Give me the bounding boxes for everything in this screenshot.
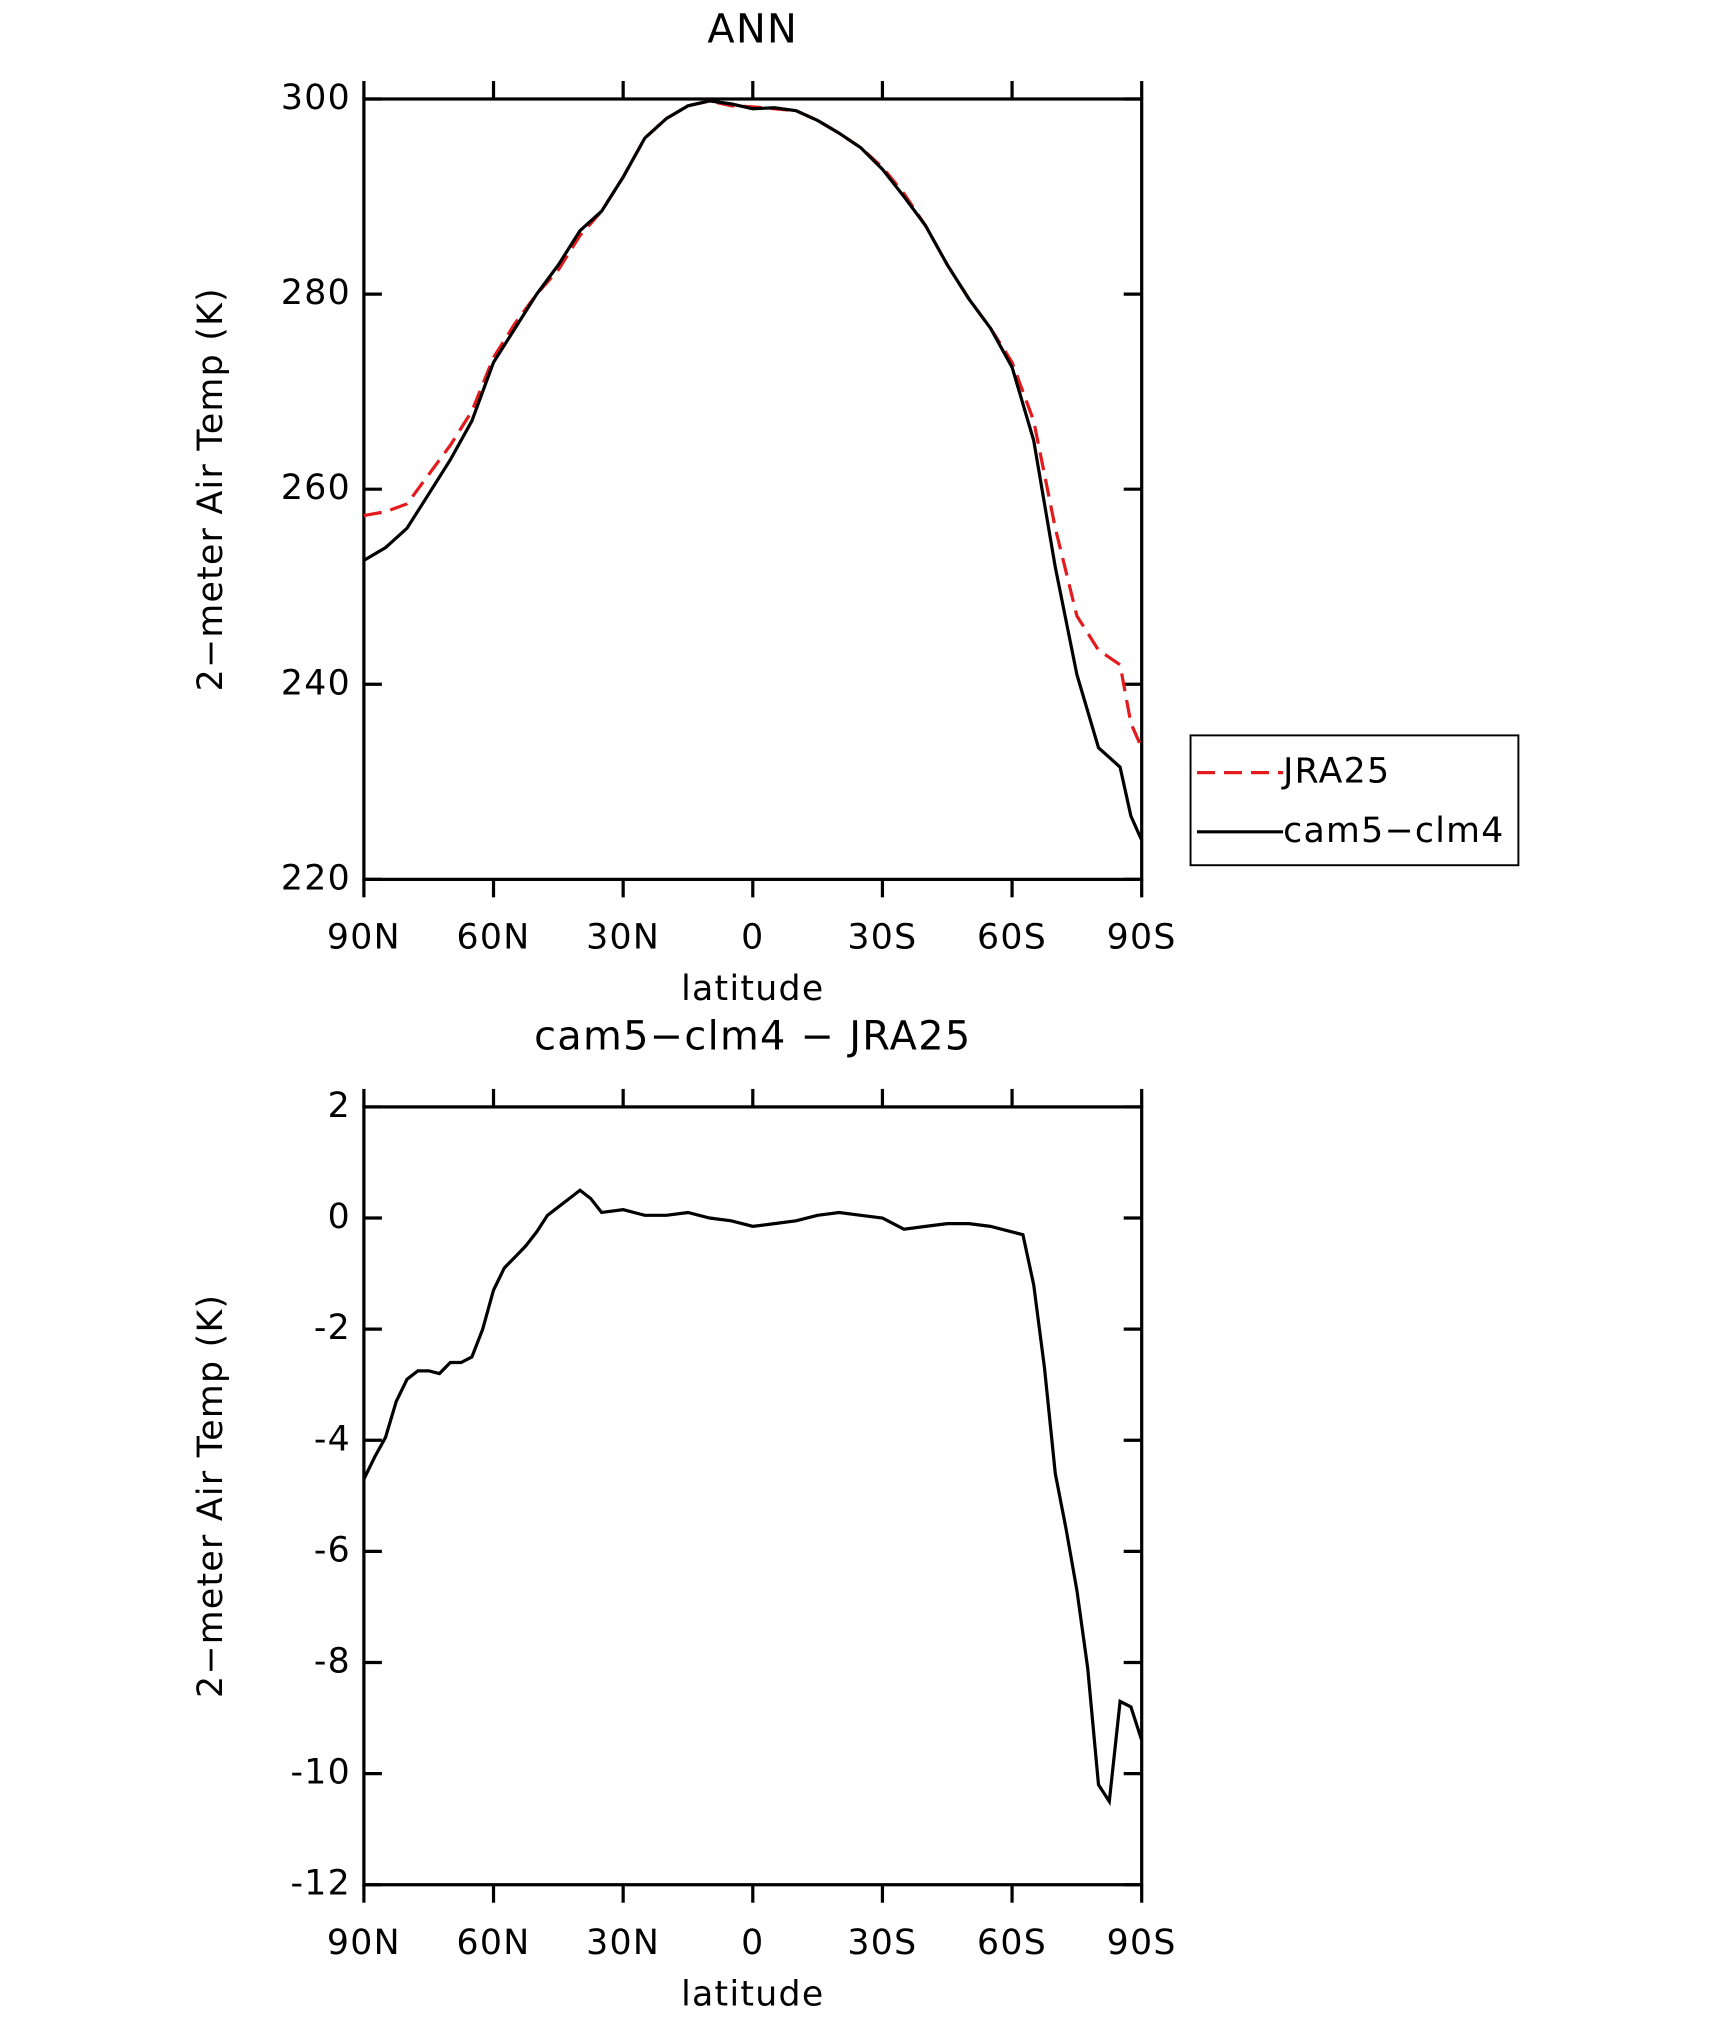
y-tick-label: 280 [281, 273, 351, 313]
chart-title: cam5−clm4 − JRA25 [534, 1013, 971, 1059]
data-line [363, 99, 1144, 841]
y-tick-label: -12 [290, 1864, 351, 1904]
y-tick-label: 300 [281, 78, 351, 118]
y-tick-label: -10 [290, 1753, 351, 1793]
x-tick-label: 30N [586, 918, 660, 958]
legend-label: cam5−clm4 [1283, 811, 1504, 851]
y-axis-label: 2−meter Air Temp (K) [191, 1294, 231, 1698]
legend-box [1189, 734, 1520, 867]
data-line [362, 1188, 1144, 1807]
plot-frame [362, 97, 1144, 881]
x-axis-label: latitude [681, 969, 824, 1009]
x-tick-label: 90N [327, 1923, 401, 1963]
x-tick-label: 30S [847, 1923, 917, 1963]
data-line [363, 99, 1144, 749]
x-tick-label: 90N [327, 918, 401, 958]
y-tick-label: -6 [314, 1530, 351, 1570]
x-tick-label: 60N [457, 1923, 531, 1963]
x-tick-label: 60S [977, 1923, 1047, 1963]
y-tick-label: -8 [314, 1641, 351, 1681]
x-axis-label: latitude [681, 1974, 824, 2014]
x-tick-label: 30S [847, 918, 917, 958]
x-tick-label: 90S [1107, 918, 1177, 958]
y-tick-label: 220 [281, 858, 351, 898]
x-tick-label: 0 [741, 918, 764, 958]
y-tick-label: 260 [281, 468, 351, 508]
y-tick-label: -2 [314, 1308, 351, 1348]
x-tick-label: 0 [741, 1923, 764, 1963]
y-axis-label: 2−meter Air Temp (K) [191, 287, 231, 691]
chart-title: ANN [707, 7, 798, 53]
x-tick-label: 30N [586, 1923, 660, 1963]
y-tick-label: 0 [328, 1197, 351, 1237]
y-tick-label: -4 [314, 1419, 351, 1459]
x-tick-label: 90S [1107, 1923, 1177, 1963]
x-tick-label: 60S [977, 918, 1047, 958]
legend-label: JRA25 [1281, 752, 1390, 792]
x-tick-label: 60N [457, 918, 531, 958]
y-tick-label: 2 [328, 1086, 351, 1126]
plot-frame [362, 1105, 1144, 1887]
y-tick-label: 240 [281, 663, 351, 703]
